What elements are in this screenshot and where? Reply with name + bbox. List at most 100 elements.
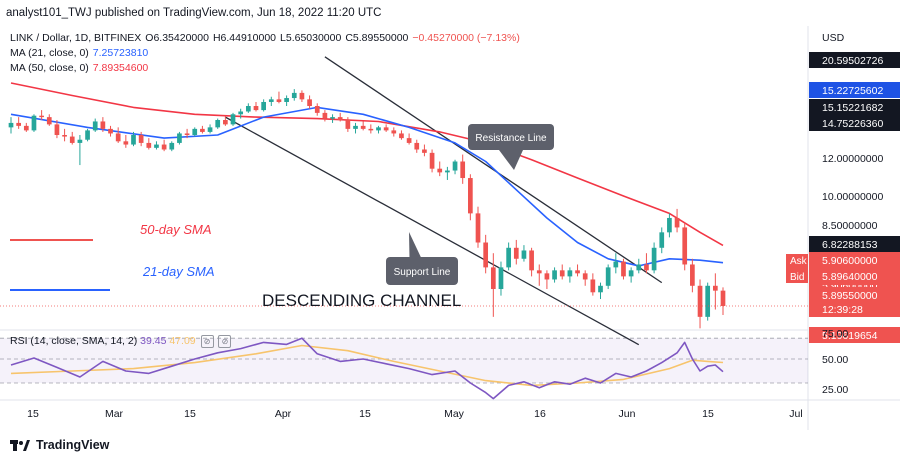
candle-body [720,290,726,306]
rsi-axis-tick: 50.00 [822,354,848,366]
candle-body [690,264,695,286]
low-value: L5.65030000 [280,32,342,44]
countdown-text: 12:39:28 [822,304,863,316]
candle [644,253,649,274]
candle [376,125,381,134]
candle-body [322,112,328,119]
publish-header: analyst101_TWJ published on TradingView.… [6,7,382,19]
candle-body [207,127,213,132]
candle-body [605,267,611,286]
visibility-icon[interactable]: ⊘ [200,335,214,348]
candle-body [261,101,266,111]
ma50-label[interactable]: MA (50, close, 0) [10,62,89,74]
resistance-callout-box [468,124,554,150]
candle [215,118,221,129]
settings-icon[interactable]: ⊘ [218,335,232,348]
candle [544,270,550,290]
candle [223,115,228,126]
price-tag [809,115,900,131]
channel-line-lower [225,116,640,346]
ma21-label[interactable]: MA (21, close, 0) [10,47,89,59]
candle-body [138,135,144,143]
candle [261,99,266,112]
candle [598,282,603,300]
candle-body [46,117,52,125]
ask-label-text: Ask [790,256,808,267]
ma50-line [10,82,724,247]
rsi-label[interactable]: RSI (14, close, SMA, 14, 2) [10,335,138,347]
candle [667,213,672,238]
candle-body [253,106,259,111]
candle [77,135,83,166]
price-chart[interactable]: 50-day SMA 21-day SMA DESCENDING CHANNEL Re… [0,26,900,430]
tradingview-logo-icon [10,440,30,451]
candle-body [108,128,113,134]
candle-body [644,264,649,271]
candle [131,131,136,147]
candle [399,130,404,140]
candle [383,124,389,132]
candle-body [276,99,282,102]
candle [567,267,573,283]
candle-body [628,270,634,277]
candle [123,135,129,148]
candle-body [452,161,458,171]
candle-body [506,247,511,268]
candle [54,120,60,139]
rsi-ma-value: 47.09 [169,335,196,347]
candle-body [437,168,443,173]
close-value: C5.89550000 [345,32,409,44]
price-tag-text: 15.22725602 [822,85,883,97]
candle-body [291,92,297,99]
rsi-axis-tick: 75.00 [822,328,848,340]
candle [674,208,680,233]
candle-body [536,270,542,274]
candle-body [31,115,37,131]
candle-body [353,125,358,129]
candle-body [667,217,672,233]
candle-body [16,122,22,126]
candle [314,103,320,116]
candle-body [184,133,190,136]
candle [154,141,159,150]
candle [268,96,274,107]
candle-body [154,144,159,148]
candle [307,95,312,109]
candle [690,258,695,293]
price-tag [809,52,900,68]
candle [16,117,22,129]
candle [230,112,236,126]
candle-body [552,270,557,280]
last-price-tag [809,287,900,317]
resistance-callout-pointer [499,150,523,170]
candle-body [598,285,603,293]
candle-body [69,136,75,143]
candle-body [414,142,420,150]
candle [108,125,113,137]
candle-body [131,135,136,145]
candle-body [223,120,228,125]
candle-body [490,267,496,290]
candle [276,91,282,104]
candle-body [544,273,550,280]
candle [284,95,289,107]
candle-body [651,247,657,271]
candle-body [567,270,573,277]
candle-body [169,142,175,150]
candle-body [299,92,305,100]
bid-price: 5.89640000 [822,271,878,283]
candle [39,110,44,120]
candle [605,264,611,290]
tradingview-footer: TradingView [0,430,900,460]
candle [529,247,534,277]
candle [621,258,626,280]
candle [360,121,366,131]
candle-body [590,279,596,293]
candle [513,239,519,265]
candle [177,131,182,145]
candle [659,227,665,254]
candle [445,166,450,180]
candle-body [123,141,129,145]
high-value: H6.44910000 [212,32,277,44]
candle [192,127,198,137]
